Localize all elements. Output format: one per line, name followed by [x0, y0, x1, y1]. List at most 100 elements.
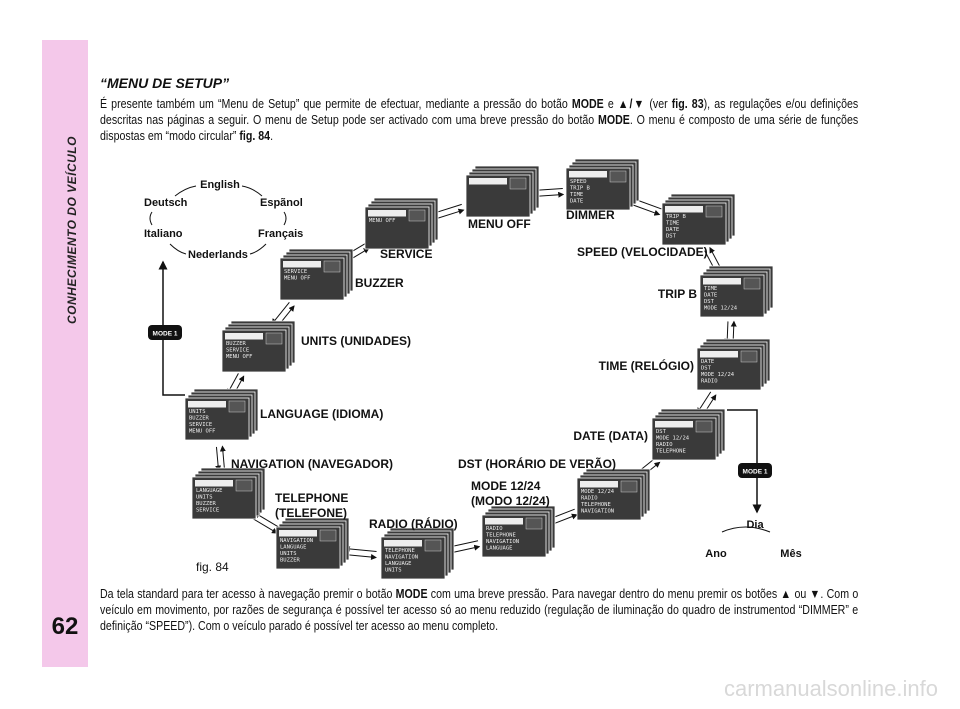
screen-line: MODE 12/24	[486, 520, 520, 526]
arrow	[630, 203, 661, 216]
screen-line: LANGUAGE	[486, 546, 513, 552]
screen-highlight	[655, 421, 693, 428]
screen-line: UNITS	[280, 551, 297, 557]
text-run: fig. 83	[671, 97, 704, 111]
text-run: ▲	[780, 587, 792, 601]
screen-line: MENU OFF	[284, 276, 311, 282]
screen-badge	[408, 209, 426, 222]
screen-line: DIMMER	[570, 173, 591, 179]
arrow	[271, 302, 290, 325]
screen-line: TELEPHONE	[280, 532, 310, 538]
screen-badge	[695, 420, 713, 433]
screen-line: TELEPHONE	[486, 533, 516, 539]
screen-label: UNITS (UNIDADES)	[301, 334, 411, 348]
screen-badge	[525, 517, 543, 530]
screen-highlight	[195, 480, 233, 487]
screen-highlight	[580, 481, 618, 488]
screen-line: MENU OFF	[226, 354, 253, 360]
text-run: . O menu é composto de uma série de funç…	[100, 113, 859, 143]
arrow	[251, 517, 278, 534]
screen-line: DST	[656, 429, 667, 435]
language: English	[200, 179, 240, 191]
arrow	[219, 445, 226, 471]
screen-line: RADIO	[701, 379, 718, 385]
date-part: Ano	[705, 548, 727, 560]
language: Deutsch	[144, 197, 188, 209]
screen-label: SERVICE	[380, 247, 432, 261]
text-run: . Com o veículo em movimento, por razões…	[100, 587, 859, 633]
screen-highlight	[384, 540, 422, 547]
arrow	[215, 446, 222, 472]
screen-line: TRIP B	[666, 214, 687, 220]
screen-line: DATE	[656, 423, 669, 429]
screen-line: LANGUAGE	[280, 545, 307, 551]
screen-line: TRIP B	[704, 280, 725, 286]
screen-badge	[265, 332, 283, 345]
screen: MENU OFF	[465, 165, 540, 218]
screen-highlight	[665, 206, 703, 213]
intro-text: É presente também um “Menu de Setup” que…	[100, 96, 858, 144]
screen-line: TELEPHONE	[385, 548, 415, 554]
watermark: carmanualsonline.info	[723, 676, 938, 701]
figure-caption: fig. 84	[196, 560, 229, 574]
screen-line: UNITS	[226, 335, 243, 341]
screen-badge	[235, 479, 253, 492]
screen-line: TIME	[666, 221, 679, 227]
screen-label: BUZZER	[355, 276, 404, 290]
screen-line: LANGUAGE	[196, 488, 223, 494]
screen-line: DATE	[666, 227, 679, 233]
screen-line: LANGUAGE	[385, 561, 412, 567]
screen-line: TRIP B	[570, 186, 591, 192]
text-run: ou	[791, 587, 810, 601]
text-run: com uma breve pressão. Para navegar dent…	[427, 587, 781, 601]
screen-badge	[743, 277, 761, 290]
screen-line: SPEED	[570, 179, 587, 185]
screen-line: RADIO	[656, 442, 673, 448]
screen-label: LANGUAGE (IDIOMA)	[260, 407, 383, 421]
screen-line: UNITS	[385, 568, 402, 574]
screen-line: MODE 12/24	[701, 372, 735, 378]
screen-badge	[620, 480, 638, 493]
screen-label: (MODO 12/24)	[471, 494, 550, 508]
arrow	[344, 553, 377, 560]
screen-line: NAVIGATION	[486, 539, 519, 545]
text-run: Da tela standard para ter acesso à naveg…	[100, 587, 396, 601]
language-brackets	[149, 185, 287, 255]
text-run: ▲/▼	[617, 97, 646, 111]
screen-badge	[228, 400, 246, 413]
screen-line: RADIO	[385, 542, 402, 548]
screen-line: TIME	[704, 286, 717, 292]
text-run: e	[603, 97, 618, 111]
screen-line: NAVIGATION	[581, 509, 614, 515]
screen-label: MENU OFF	[468, 217, 531, 231]
screen-badge	[509, 177, 527, 190]
date-part: Mês	[780, 548, 801, 560]
screen-highlight	[485, 518, 523, 525]
screen-label: SPEED (VELOCIDADE)	[577, 245, 708, 259]
screen-badge	[609, 170, 627, 183]
screen-line: NAVIGATION	[196, 482, 229, 488]
date-part: Dia	[746, 519, 764, 531]
screen-line: SERVICE	[226, 348, 249, 354]
footer-text: Da tela standard para ter acesso à naveg…	[100, 586, 858, 634]
screen-line: TIME	[701, 353, 714, 359]
mode-button	[738, 463, 772, 478]
screen-line: UNITS	[196, 495, 213, 501]
mode-button-label: MODE 1	[743, 469, 768, 476]
screen-line: MODE 12/24	[656, 436, 690, 442]
screen-highlight	[703, 278, 741, 285]
language: Français	[258, 228, 303, 240]
screen-line: SERVICE	[189, 422, 212, 428]
screen-line: BUZZER	[189, 416, 210, 422]
mode-button-label: MODE 1	[153, 331, 178, 338]
